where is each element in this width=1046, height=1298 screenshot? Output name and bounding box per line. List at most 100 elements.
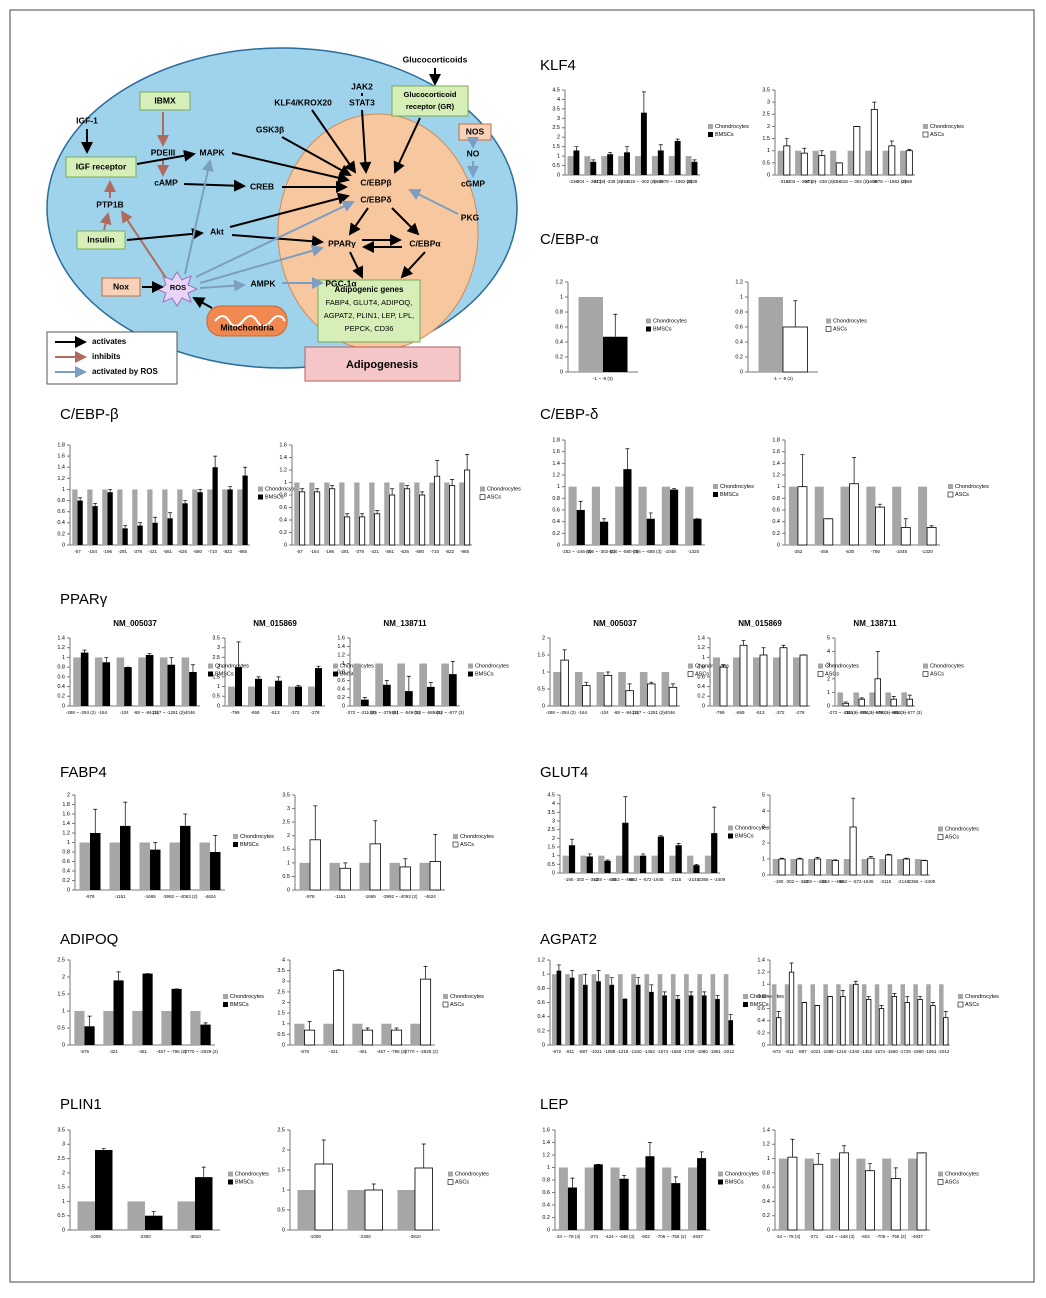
y-tick-label: 1 [287, 860, 290, 866]
error-bar [313, 806, 317, 840]
bar [189, 672, 197, 706]
y-tick-label: 0 [62, 1227, 65, 1233]
bar [444, 483, 449, 546]
bar [639, 487, 647, 545]
bar [330, 489, 335, 545]
error-bar [905, 996, 909, 1002]
y-tick-label: 4.5 [547, 792, 555, 798]
error-bar [851, 798, 855, 827]
legend-swatch [958, 1002, 963, 1007]
error-bar [433, 834, 437, 861]
y-tick-label: 0 [552, 870, 555, 876]
y-tick-label: 2 [767, 124, 770, 130]
legend-swatch [228, 1180, 233, 1185]
y-tick-label: 0.8 [772, 496, 780, 502]
bar [779, 859, 785, 875]
bar [624, 152, 630, 175]
bar [800, 655, 807, 706]
y-tick-label: 2 [542, 635, 545, 641]
error-bar [588, 854, 592, 857]
error-bar [363, 698, 367, 700]
bar [885, 692, 891, 706]
bar [889, 146, 895, 175]
chart: 00.20.40.60.811.21.41.61.8-252-456-630-7… [772, 437, 989, 554]
bar [913, 984, 918, 1045]
bar [568, 1188, 577, 1231]
y-tick-label: 1.5 [57, 991, 65, 997]
legend-swatch [443, 1002, 448, 1007]
bar [616, 856, 622, 873]
x-tick-label: -1009 [89, 1234, 101, 1239]
bar [849, 984, 854, 1045]
error-bar [123, 526, 127, 529]
error-bar [93, 503, 97, 506]
bar [903, 859, 909, 875]
bar [715, 999, 720, 1045]
x-tick-label: -756 ~ -688 (3) [632, 549, 662, 554]
bar [784, 146, 790, 175]
bar [670, 490, 678, 545]
error-bar [465, 454, 469, 470]
bar [592, 487, 600, 545]
error-bar [429, 683, 433, 687]
x-tick-label: -1 ~ -9 (3) [773, 376, 793, 381]
error-bar [78, 498, 82, 501]
error-bar [317, 666, 321, 668]
bar [168, 518, 173, 545]
error-bar [117, 972, 121, 981]
bar [687, 856, 693, 873]
x-tick-label: -1 ~ -9 (3) [593, 376, 613, 381]
y-tick-label: 0.4 [552, 519, 560, 525]
y-tick-label: 1.8 [62, 802, 70, 808]
x-tick-label: -1320 [688, 549, 700, 554]
bar [901, 528, 910, 546]
bar [213, 467, 218, 545]
legend-swatch [453, 842, 458, 847]
x-tick-label: -291 [118, 549, 128, 554]
node-label: MAPK [199, 147, 225, 157]
bar [123, 528, 128, 545]
bar [879, 859, 885, 875]
y-tick-label: 0.6 [757, 1006, 765, 1012]
bar [162, 489, 167, 545]
bar [95, 1150, 113, 1230]
x-tick-label: -57 [74, 549, 81, 554]
y-tick-label: 1.8 [552, 437, 560, 443]
bar [360, 863, 371, 890]
x-tick-label: -630 [845, 549, 855, 554]
y-tick-label: 2 [557, 135, 560, 141]
bar [573, 150, 579, 175]
bar [795, 151, 801, 175]
bar [891, 699, 897, 706]
error-bar [148, 654, 152, 655]
bar [594, 1164, 603, 1230]
bar [788, 1157, 797, 1230]
y-tick-label: 3 [217, 645, 220, 651]
bar [580, 856, 586, 873]
bar [645, 1156, 654, 1230]
legend-label: BMSCs [735, 833, 754, 839]
panel-title: LEP [540, 1096, 568, 1113]
bar [334, 971, 344, 1045]
legend-label: Chondrocytes [487, 486, 521, 492]
node-label: Insulin [87, 234, 114, 244]
bar [652, 856, 658, 873]
bar [669, 687, 677, 706]
node-label: PEPCK, CD36 [345, 324, 394, 333]
bar [856, 1159, 865, 1230]
legend-label: Chondrocytes [945, 826, 979, 832]
error-bar [689, 992, 693, 996]
y-tick-label: 0 [702, 703, 705, 709]
x-tick-label: -1151 [114, 894, 126, 899]
y-tick-label: 0 [767, 1227, 770, 1233]
y-tick-label: 1.4 [772, 461, 780, 467]
bar [255, 679, 262, 706]
bar [420, 495, 425, 545]
bar [575, 672, 583, 706]
bar [823, 984, 828, 1045]
legend-swatch [646, 319, 651, 324]
error-bar [169, 657, 173, 664]
bar [686, 156, 692, 175]
y-tick-label: 0.8 [697, 665, 705, 671]
error-bar [405, 486, 409, 489]
